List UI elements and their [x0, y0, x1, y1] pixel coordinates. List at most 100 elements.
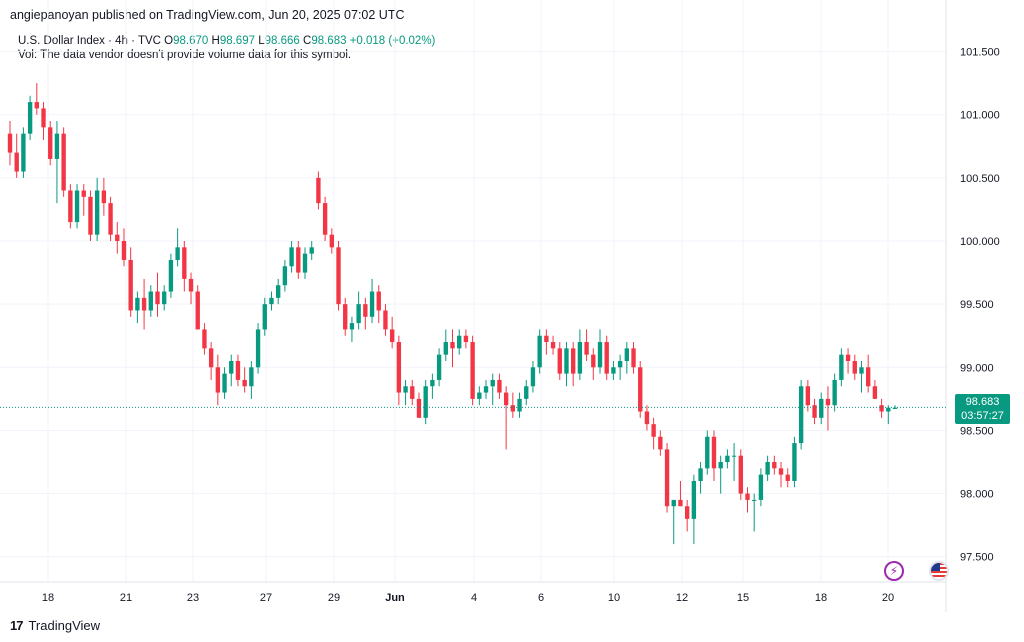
close-label: C — [303, 35, 312, 47]
candle-down — [41, 108, 46, 128]
candle-down — [108, 203, 113, 235]
close-value: 98.683 — [311, 35, 347, 47]
candle-up — [457, 335, 462, 349]
lightning-icon[interactable]: ⚡ — [884, 561, 904, 581]
candle-up — [148, 291, 153, 311]
candle-up — [443, 342, 448, 355]
candle-down — [14, 152, 19, 172]
candle-down — [101, 190, 107, 204]
grid-lines — [0, 0, 946, 582]
candle-down — [383, 310, 388, 330]
x-tick-label: 23 — [187, 592, 199, 604]
candle-up — [483, 386, 489, 393]
countdown: 03:57:27 — [961, 410, 1004, 422]
candle-down — [141, 297, 147, 311]
candle-up — [403, 386, 408, 393]
candle-up — [819, 398, 824, 418]
x-tick-label: 10 — [608, 592, 620, 604]
candle-down — [778, 468, 784, 475]
candle-down — [772, 462, 777, 469]
candle-down — [115, 234, 120, 242]
us-flag-icon[interactable] — [929, 561, 949, 581]
last-price-tag: 98.683 03:57:27 — [955, 394, 1010, 424]
candle-up — [577, 342, 583, 374]
candle-down — [845, 354, 851, 361]
candle-down — [631, 348, 636, 368]
candle-up — [705, 436, 710, 469]
candle-up — [249, 367, 254, 387]
candle-down — [872, 386, 878, 399]
symbol-legend: U.S. Dollar Index · 4h · TVC O98.670 H98… — [18, 33, 435, 49]
candle-up — [597, 342, 603, 368]
candle-down — [235, 360, 241, 380]
candle-down — [638, 367, 643, 412]
candle-up — [839, 354, 844, 380]
y-tick-label: 100.500 — [960, 173, 1000, 185]
candle-down — [684, 506, 690, 519]
candle-up — [369, 291, 375, 317]
x-tick-label: 18 — [42, 592, 54, 604]
candle-down — [544, 335, 549, 343]
candle-down — [7, 133, 13, 153]
candle-down — [242, 379, 247, 387]
candle-up — [752, 499, 757, 501]
candle-down — [497, 379, 502, 393]
candle-down — [738, 455, 743, 494]
candle-down — [182, 247, 187, 279]
candle-down — [604, 342, 609, 374]
candles-group — [7, 83, 898, 545]
candle-down — [376, 291, 381, 311]
candle-down — [416, 398, 422, 418]
candle-down — [316, 177, 321, 204]
publisher-line: angiepanoyan published on TradingView.co… — [10, 8, 405, 22]
candle-up — [168, 259, 174, 292]
x-tick-label: Jun — [385, 592, 405, 604]
candle-up — [765, 462, 770, 475]
y-tick-label: 99.500 — [960, 299, 994, 311]
candle-down — [805, 386, 811, 406]
candle-down — [61, 133, 66, 191]
candle-up — [524, 386, 529, 399]
candle-up — [276, 285, 281, 298]
symbol-name: U.S. Dollar Index · 4h · TVC — [18, 35, 161, 47]
candle-down — [658, 436, 663, 450]
candle-up — [282, 266, 288, 286]
candle-down — [410, 386, 415, 399]
candle-down — [363, 304, 368, 317]
candle-up — [27, 102, 33, 134]
candle-up — [886, 407, 891, 412]
candle-down — [510, 405, 516, 412]
candle-down — [48, 127, 53, 159]
candle-up — [725, 455, 730, 463]
candle-down — [550, 342, 556, 349]
candle-up — [624, 348, 629, 361]
candle-down — [389, 329, 395, 343]
candle-up — [229, 360, 234, 374]
candle-up — [731, 455, 737, 457]
open-label: O — [164, 35, 174, 47]
footer-brand[interactable]: 17 TradingView — [10, 618, 100, 633]
candle-down — [202, 329, 207, 349]
candle-up — [564, 348, 569, 374]
candle-up — [302, 253, 308, 273]
candle-down — [711, 436, 717, 469]
candle-up — [21, 133, 26, 172]
candle-up — [356, 304, 361, 324]
candle-down — [296, 247, 301, 273]
candle-up — [430, 379, 435, 387]
x-tick-label: 12 — [676, 592, 688, 604]
candle-up — [74, 190, 80, 223]
candle-down — [208, 348, 214, 368]
candle-down — [121, 241, 127, 260]
candle-down — [188, 278, 194, 292]
candle-down — [584, 342, 589, 355]
x-tick-label: 6 — [538, 592, 544, 604]
candle-up — [135, 297, 140, 311]
price-axis: 101.500 101.000 100.500 100.000 99.500 99.000… — [960, 47, 1000, 564]
candle-down — [68, 190, 73, 223]
candle-down — [470, 342, 475, 399]
tradingview-logo-icon: 17 — [10, 618, 24, 633]
x-tick-label: 15 — [737, 592, 749, 604]
candle-down — [343, 304, 348, 330]
